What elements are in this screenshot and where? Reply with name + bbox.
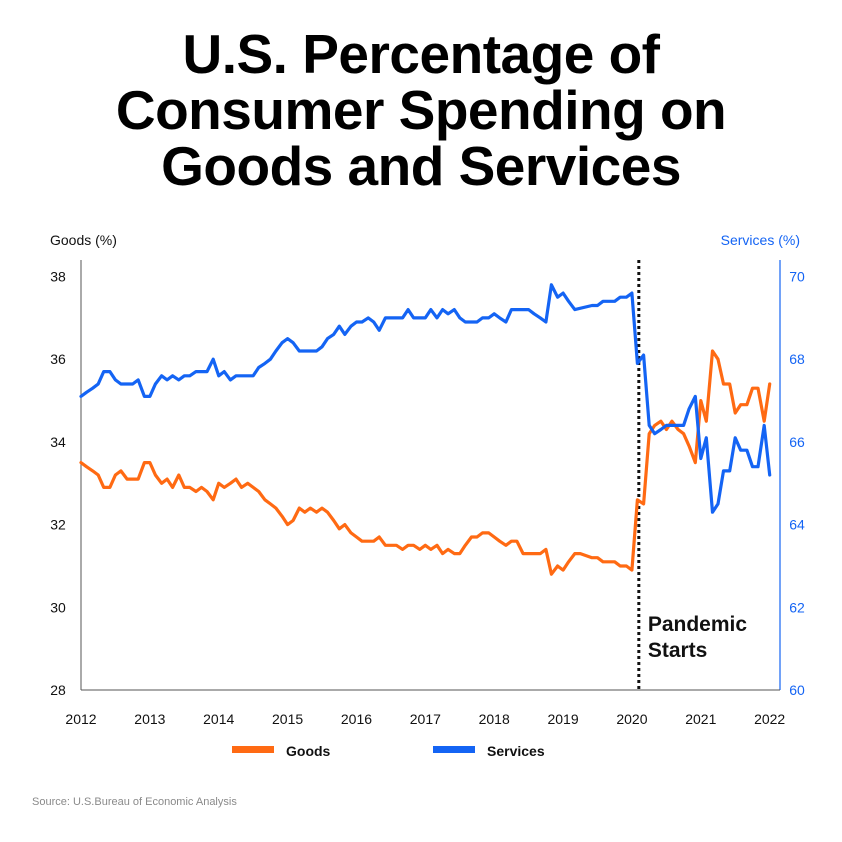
left-axis-title: Goods (%) (50, 232, 117, 248)
left-tick-label: 32 (50, 517, 66, 533)
left-tick-label: 36 (50, 351, 66, 367)
right-axis-title: Services (%) (721, 232, 800, 248)
right-tick-label: 62 (789, 599, 805, 615)
right-tick-label: 66 (789, 434, 805, 450)
title-line-3: Goods and Services (161, 135, 681, 197)
legend-swatch-services (433, 746, 475, 753)
left-tick-label: 30 (50, 599, 66, 615)
right-tick-label: 64 (789, 517, 805, 533)
x-tick-label: 2012 (65, 711, 96, 727)
left-tick-label: 38 (50, 269, 66, 285)
chart-title: U.S. Percentage of Consumer Spending on … (0, 26, 842, 194)
legend-swatch-goods (232, 746, 274, 753)
x-tick-label: 2022 (754, 711, 785, 727)
x-tick-label: 2020 (616, 711, 647, 727)
source-note: Source: U.S.Bureau of Economic Analysis (32, 796, 237, 808)
legend-label-goods: Goods (286, 743, 331, 759)
left-tick-label: 34 (50, 434, 66, 450)
pandemic-label: Pandemic (648, 613, 748, 636)
x-tick-label: 2013 (134, 711, 165, 727)
right-tick-label: 68 (789, 351, 805, 367)
x-tick-label: 2018 (479, 711, 510, 727)
x-tick-label: 2019 (547, 711, 578, 727)
right-tick-label: 60 (789, 682, 805, 698)
x-tick-label: 2015 (272, 711, 303, 727)
x-tick-label: 2014 (203, 711, 234, 727)
goods-series-line (79, 349, 772, 576)
title-line-1: U.S. Percentage of (182, 23, 660, 85)
pandemic-label: Starts (648, 639, 708, 662)
x-tick-label: 2016 (341, 711, 372, 727)
x-tick-label: 2017 (410, 711, 441, 727)
services-series-line (79, 283, 772, 514)
title-line-2: Consumer Spending on (115, 79, 727, 141)
right-tick-label: 70 (789, 269, 805, 285)
left-tick-label: 28 (50, 682, 66, 698)
legend-label-services: Services (487, 743, 545, 759)
x-tick-label: 2021 (685, 711, 716, 727)
